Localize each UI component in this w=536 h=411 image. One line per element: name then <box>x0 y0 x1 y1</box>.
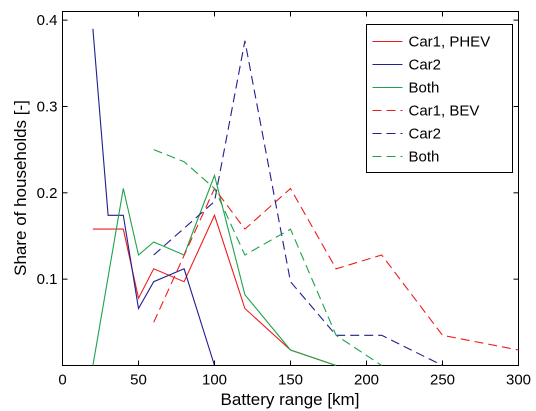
series-line-2 <box>92 28 216 366</box>
legend-label: Both <box>409 149 440 166</box>
series-line-5 <box>153 40 443 366</box>
x-tick-label: 300 <box>506 372 531 389</box>
tick-layer: 0 50 100 150 200 250 300 0.1 0.2 0.3 0.4 <box>37 11 531 389</box>
x-tick-label: 100 <box>202 372 227 389</box>
legend: Car1, PHEV Car2 Both Car1, BEV Car2 Both <box>366 24 513 173</box>
legend-label: Car2 <box>409 126 442 143</box>
x-tick-label: 50 <box>130 372 147 389</box>
y-tick-label: 0.1 <box>37 271 58 288</box>
series-line-1 <box>92 213 337 367</box>
legend-label: Car2 <box>409 57 442 74</box>
x-tick-label: 200 <box>354 372 379 389</box>
x-tick-label: 0 <box>58 372 66 389</box>
y-tick-label: 0.4 <box>37 12 58 29</box>
legend-label: Car1, PHEV <box>409 34 491 51</box>
y-tick-label: 0.3 <box>37 98 58 115</box>
series-layer <box>92 28 519 367</box>
x-axis-label: Battery range [km] <box>221 390 360 409</box>
legend-box <box>366 24 513 173</box>
x-tick-label: 250 <box>430 372 455 389</box>
x-tick-label: 150 <box>278 372 303 389</box>
legend-label: Car1, BEV <box>409 103 480 120</box>
y-tick-label: 0.2 <box>37 185 58 202</box>
series-line-6 <box>153 149 383 366</box>
legend-label: Both <box>409 80 440 97</box>
y-axis-label: Share of households [-] <box>11 100 30 276</box>
series-line-4 <box>153 187 519 351</box>
